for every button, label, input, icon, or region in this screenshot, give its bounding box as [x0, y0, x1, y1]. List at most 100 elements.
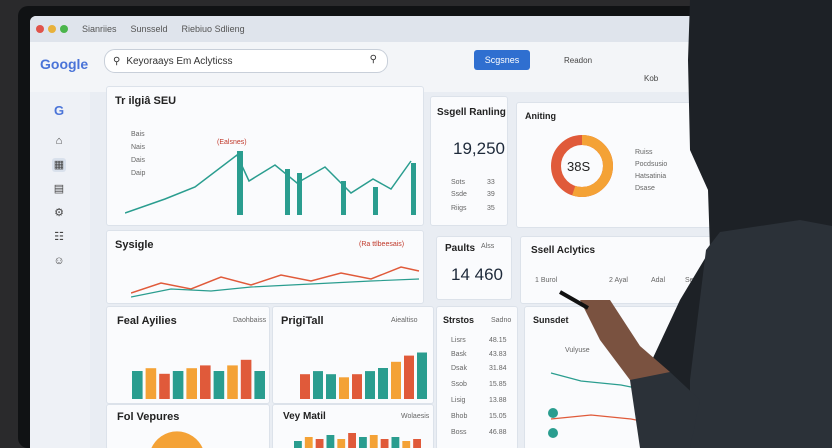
trend-bar [411, 163, 416, 215]
trend-bar [285, 169, 290, 215]
close-window-icon[interactable] [36, 25, 44, 33]
fol-vepures-title: Fol Vepures [117, 411, 180, 423]
minimize-window-icon[interactable] [48, 25, 56, 33]
feal-bar-chart-bar [132, 371, 143, 399]
donut-legend-4: Dsase [635, 185, 655, 192]
browser-titlebar: Sianriies Sunsseld Riebiuo Sdlieng [30, 16, 720, 42]
feal-bar-chart-bar [172, 371, 184, 399]
feal-analytics-card: Feal Ayilies Daohbaiss [106, 306, 270, 404]
trend-bar [341, 181, 346, 215]
ranking-row-value-3: 35 [487, 205, 495, 212]
vey-bar-chart-bar [304, 437, 313, 448]
sunset-marker [548, 428, 558, 438]
browser-tab-1[interactable]: Sianriies [82, 24, 117, 34]
feal-analytics-note: Daohbaiss [233, 317, 267, 324]
trend-card: Tr ilgiâ SEU Bais Nais Dais Daip (Ealsne… [106, 86, 424, 226]
toolbar-right-label-1[interactable]: Readon [564, 56, 593, 65]
prigitall-bar-chart-bar [391, 361, 401, 399]
ranking-row-1: Sots [451, 179, 466, 186]
vey-bar-chart-bar [369, 435, 378, 448]
feal-bar-chart-bar [240, 359, 252, 399]
vey-bar-chart-bar [391, 437, 400, 448]
status-card: Strstos Sadno Lisrs 48.15 Bask 43.83 Dsa… [436, 306, 518, 448]
trend-note: (Ealsnes) [217, 139, 247, 146]
prigitall-bar-chart [300, 352, 427, 399]
home-icon[interactable]: ⌂ [55, 135, 63, 147]
prigitall-bar-chart-bar [313, 371, 323, 399]
trend-bar [373, 187, 378, 215]
status-title: Strstos [443, 315, 475, 325]
vey-bar-chart-bar [348, 433, 356, 448]
sidebar: G ⌂ ▦ ▤ ⚙ ☷ ☺ [30, 92, 90, 448]
ranking-row-2: Ssde [451, 191, 467, 198]
prigitall-bar-chart-bar [300, 374, 310, 399]
seo-item-3: Adal [651, 277, 666, 284]
status-row-label: Ssob [451, 381, 467, 388]
person-suit [690, 220, 832, 448]
prigitall-bar-chart-bar [326, 374, 336, 399]
feal-bar-chart-bar [227, 365, 238, 399]
vey-bar-chart [294, 433, 421, 448]
feal-bar-chart-bar [145, 368, 157, 399]
search-button-label: Scgsnes [484, 55, 520, 65]
search-input[interactable]: ⚲ Keyoraays Em Aclyticss ⚲ [104, 49, 388, 73]
dashboard-icon[interactable]: ▦ [52, 158, 66, 172]
maximize-window-icon[interactable] [60, 25, 68, 33]
status-row-label: Bhob [451, 413, 468, 420]
status-row-value: 13.88 [489, 397, 507, 404]
feal-bar-chart-bar [200, 365, 211, 399]
prigitall-bar-chart-bar [378, 368, 388, 399]
toolbar-right-label-2[interactable]: Kob [644, 74, 659, 83]
sunset-title: Sunsdet [533, 315, 569, 325]
prigitall-bar-chart-bar [417, 352, 427, 399]
donut-legend-1: Ruiss [635, 149, 653, 156]
trend-legend-1: Bais [131, 131, 145, 138]
user-icon[interactable]: ☺ [53, 255, 65, 267]
browser-tab-2[interactable]: Sunsseld [130, 24, 168, 34]
status-row-label: Bask [451, 351, 467, 358]
donut-legend-3: Hatsatinia [635, 173, 667, 180]
status-row-value: 31.84 [489, 365, 507, 372]
google-logo[interactable]: Google [40, 56, 89, 72]
vey-bar-chart-bar [294, 441, 302, 448]
paults-card: Paults 14 460 Alss [436, 236, 512, 300]
ranking-value: 19,250 [453, 139, 505, 158]
vey-bar-chart-bar [337, 439, 346, 448]
browser-tab-3[interactable]: Riebiuo Sdlieng [181, 24, 245, 34]
status-row-value: 46.88 [489, 429, 507, 436]
sysle-note: (Ra ttlbeesais) [359, 241, 405, 248]
person-sleeve [630, 372, 700, 448]
vey-bar-chart-bar [315, 439, 324, 448]
paults-title: Paults [445, 243, 476, 254]
donut-value: 38S [567, 159, 591, 174]
feal-analytics-title: Feal Ayilies [117, 315, 177, 327]
sysle-card: Sysigle (Ra ttlbeesais) [106, 230, 424, 304]
feal-bar-chart-bar [186, 368, 197, 399]
google-g-icon[interactable]: G [53, 103, 65, 118]
feal-bar-chart-bar [254, 371, 265, 399]
paults-note: Alss [481, 243, 495, 250]
settings-icon[interactable]: ⚙ [54, 207, 64, 219]
vey-bar-chart-bar [402, 441, 411, 448]
trend-title: Tr ilgiâ SEU [115, 95, 177, 107]
vey-matil-note: Wolaesis [401, 413, 430, 420]
status-row-value: 48.15 [489, 337, 507, 344]
feal-bar-chart-bar [159, 373, 170, 399]
ranking-row-value-2: 39 [487, 191, 495, 198]
report-icon[interactable]: ▤ [53, 183, 65, 195]
prigitall-bar-chart-bar [339, 377, 349, 399]
search-button[interactable]: Scgsnes [474, 50, 530, 70]
search-submit-icon[interactable]: ⚲ [369, 54, 377, 65]
sysle-chart [131, 266, 420, 298]
grid-icon[interactable]: ☷ [54, 231, 64, 243]
browser-toolbar: Google ⚲ Keyoraays Em Aclyticss ⚲ [30, 42, 720, 92]
vey-matil-title: Vey Matil [283, 411, 326, 422]
seo-item-1: 1 Burol [535, 277, 558, 284]
status-row-value: 15.85 [489, 381, 507, 388]
ranking-title: Ssgell Ranling [437, 107, 506, 118]
status-row-value: 15.05 [489, 413, 507, 420]
feal-bar-chart [132, 359, 265, 399]
sunset-marker [548, 408, 558, 418]
prigitall-note: Aiealtiso [391, 317, 418, 324]
trend-legend-3: Dais [131, 157, 146, 164]
